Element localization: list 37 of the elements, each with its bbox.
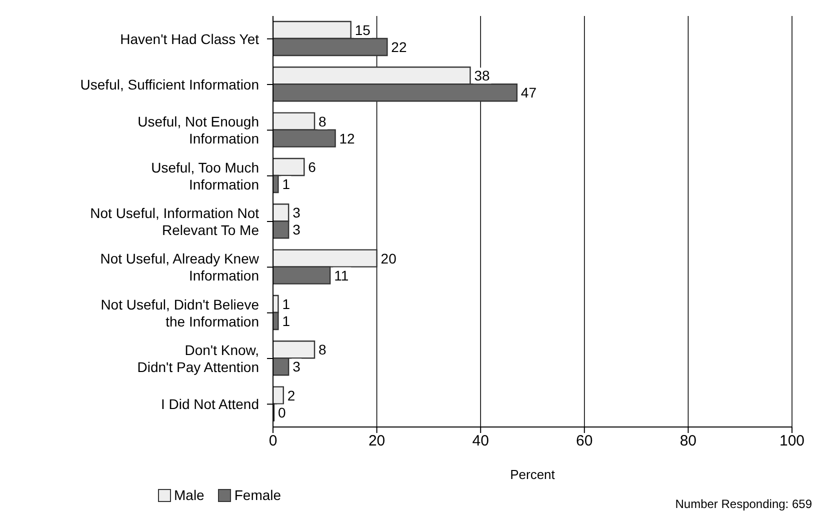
x-tick-label: 40 [472,432,489,450]
x-tick-label: 20 [368,432,386,450]
data-label: 22 [391,38,407,55]
x-tick-label: 80 [680,432,697,450]
data-label: 1 [282,296,290,312]
y-tick-label: Not Useful, Information Not Relevant To Me [90,205,260,238]
data-label: 8 [318,113,327,130]
data-label: 6 [308,158,316,175]
data-label: 3 [292,222,301,238]
data-label: 2 [287,387,296,404]
data-label: 20 [380,250,397,266]
y-tick-label: Useful, Sufficient Information [80,76,259,92]
data-label: 12 [339,130,356,146]
y-tick-label: Not Useful, Already Knew Information [100,250,260,284]
y-tick-label: Don't Know, Didn't Pay Attention [137,342,259,375]
legend-label: Male [173,487,204,503]
data-label: 0 [278,404,286,420]
x-tick-label: 60 [576,432,593,450]
y-tick-label: Not Useful, Didn't Believe the Information [100,296,260,330]
data-label: 3 [292,358,301,375]
x-tick-label: 100 [779,432,805,450]
y-tick-label: Useful, Not Enough Information [138,114,259,147]
data-label: 1 [282,176,290,192]
x-axis-title: Percent [510,467,556,482]
data-label: 1 [282,312,290,329]
y-tick-label: I Did Not Attend [160,396,259,412]
y-tick-label: Haven't Had Class Yet [120,30,260,47]
text: Number Responding: 659 [675,497,812,511]
data-label: 8 [318,342,327,358]
data-label: 15 [354,22,371,38]
data-label: 3 [292,204,301,221]
data-label: 38 [474,68,490,84]
legend-label: Female [233,487,282,503]
data-label: 11 [334,267,349,284]
y-tick-label: Useful, Too Much Information [151,159,259,192]
data-label: 47 [520,84,537,101]
x-tick-label: 0 [268,432,278,450]
